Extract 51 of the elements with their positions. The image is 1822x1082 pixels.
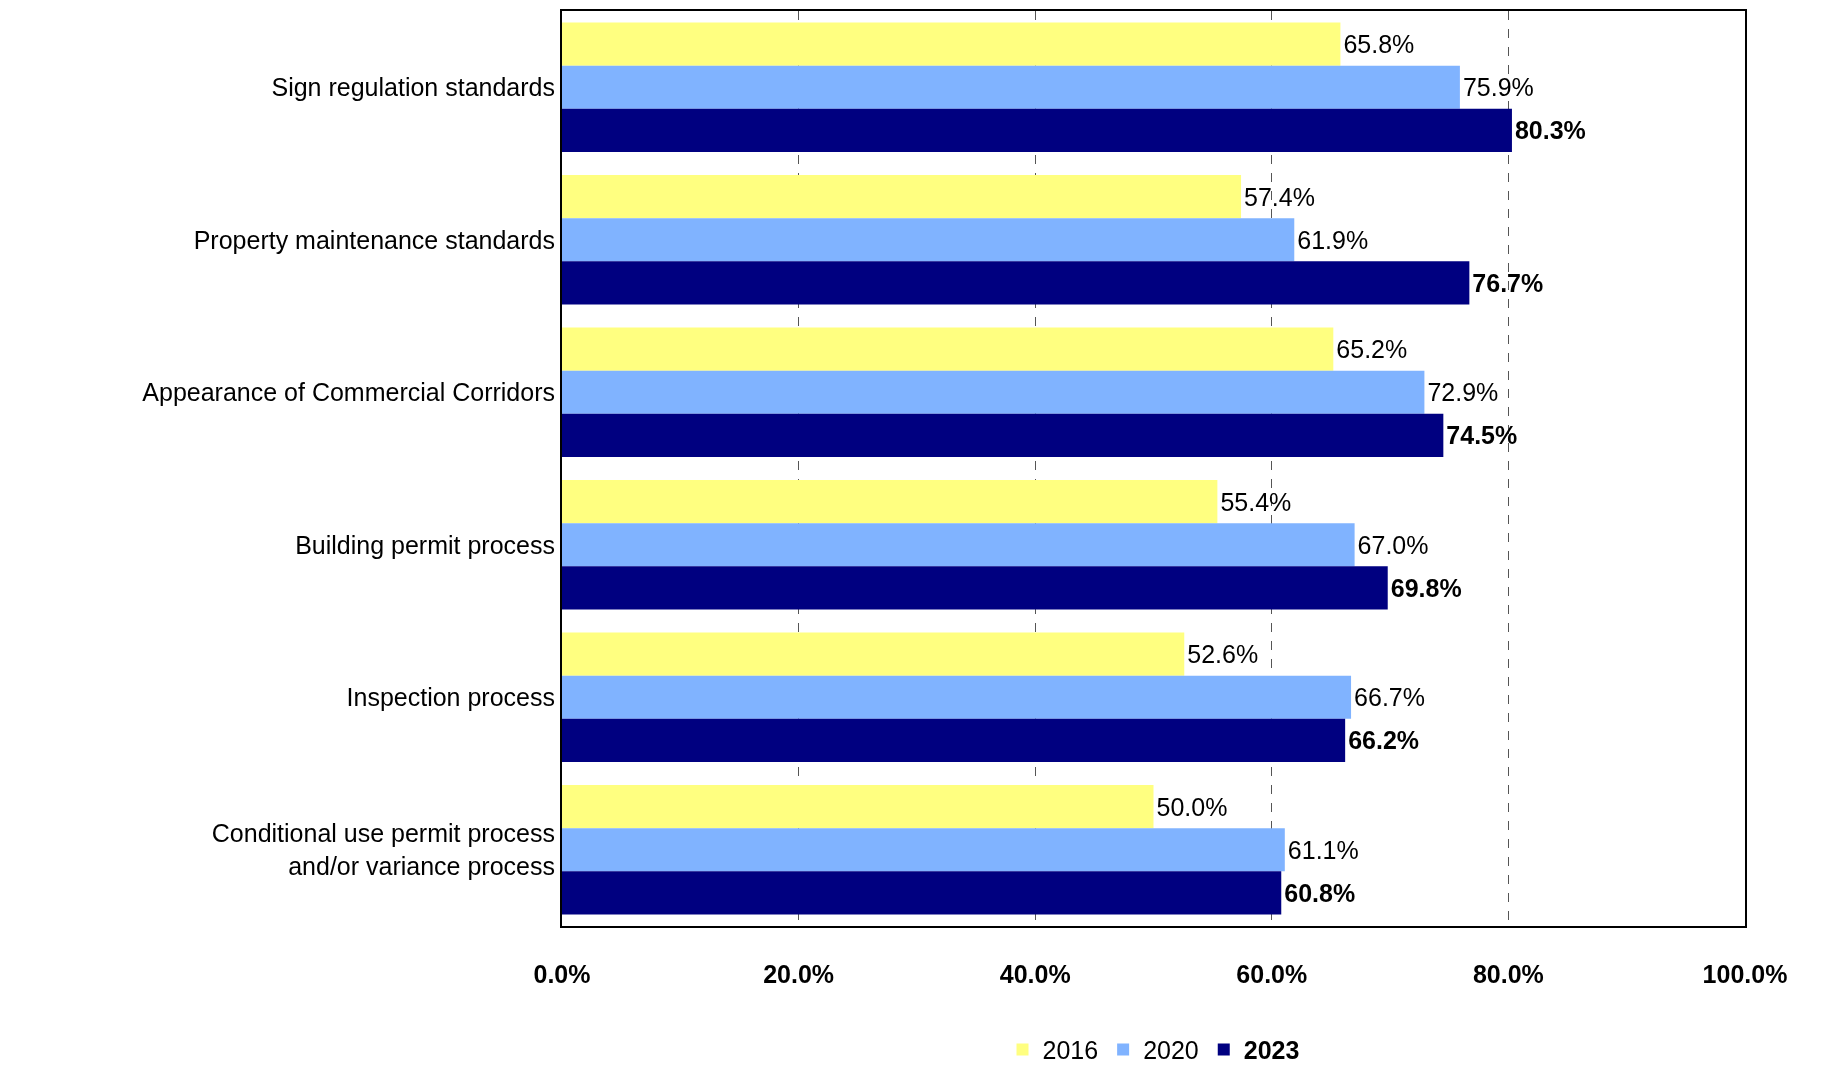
data-label: 80.3% <box>1514 116 1586 145</box>
data-label: 74.5% <box>1446 421 1518 450</box>
y-tick-label: Appearance of Commercial Corridors <box>142 378 555 406</box>
data-label: 52.6% <box>1187 640 1259 669</box>
y-tick-label: Property maintenance standards <box>193 225 555 254</box>
x-tick-label: 40.0% <box>999 960 1071 988</box>
data-label: 65.2% <box>1336 335 1408 364</box>
bar <box>562 632 1185 676</box>
x-tick-label: 100.0% <box>1702 960 1788 988</box>
x-tick-label: 0.0% <box>533 960 591 988</box>
bar <box>562 784 1154 829</box>
y-tick-label: Building permit process <box>295 530 555 559</box>
bar <box>562 174 1242 219</box>
legend-label: 2020 <box>1143 1036 1199 1065</box>
data-label: 65.8% <box>1343 30 1415 59</box>
data-label: 61.1% <box>1287 835 1359 864</box>
x-tick-label: 60.0% <box>1236 960 1308 988</box>
bar <box>562 828 1285 872</box>
y-tick-label: Conditional use permit process and/or variance process <box>211 819 555 880</box>
data-label: 72.9% <box>1427 378 1499 407</box>
x-tick-label: 20.0% <box>763 960 835 988</box>
bar <box>562 218 1295 262</box>
data-label: 69.8% <box>1390 573 1462 602</box>
bar <box>562 65 1460 109</box>
data-label: 50.0% <box>1156 792 1228 821</box>
data-label: 76.7% <box>1472 268 1544 297</box>
bar <box>562 370 1425 414</box>
y-tick-label: Sign regulation standards <box>271 73 555 101</box>
bar <box>562 871 1282 915</box>
bar <box>562 523 1355 567</box>
data-label: 67.0% <box>1357 530 1429 559</box>
data-label: 57.4% <box>1244 182 1315 211</box>
data-label: 66.2% <box>1348 726 1420 755</box>
bar <box>562 675 1352 719</box>
bar <box>562 108 1512 153</box>
y-tick-label: Inspection process <box>346 683 555 711</box>
data-label: 61.9% <box>1297 225 1369 254</box>
bar <box>562 479 1218 524</box>
bar <box>562 327 1334 371</box>
legend-label: 2023 <box>1243 1036 1300 1065</box>
data-label: 66.7% <box>1354 683 1425 712</box>
bar <box>562 718 1346 763</box>
bar <box>562 261 1470 305</box>
legend-label: 2016 <box>1042 1036 1099 1065</box>
data-label: 75.9% <box>1462 73 1534 102</box>
data-label: 60.8% <box>1284 878 1356 907</box>
bar <box>562 566 1388 610</box>
data-label: 55.4% <box>1220 487 1292 516</box>
bar <box>562 22 1341 66</box>
x-tick-label: 80.0% <box>1472 960 1544 988</box>
bar <box>562 413 1444 458</box>
